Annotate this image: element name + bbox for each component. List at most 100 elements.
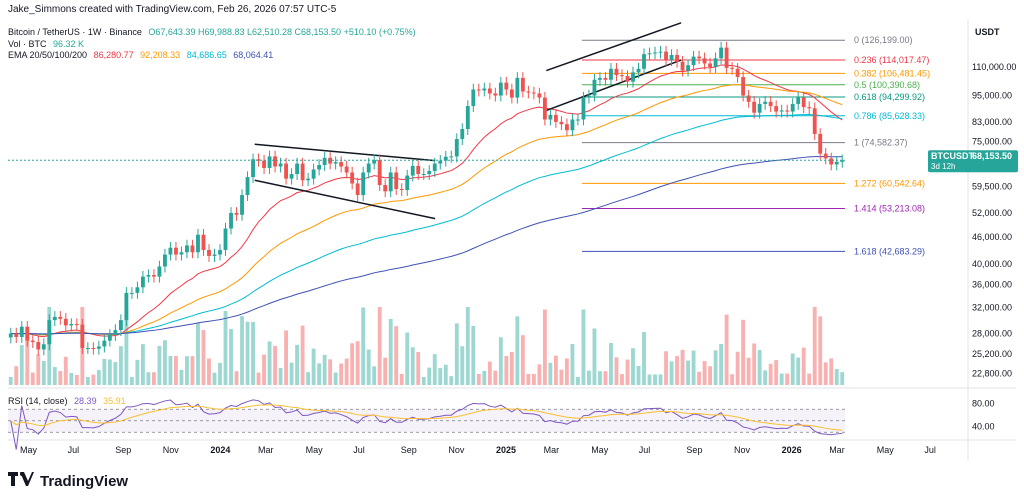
candle-body bbox=[708, 63, 713, 67]
volume-bar bbox=[179, 369, 184, 385]
candle-body bbox=[592, 79, 597, 96]
current-price-symbol: BTCUSDT bbox=[931, 151, 974, 161]
candle-body bbox=[421, 174, 426, 176]
volume-bar bbox=[482, 370, 487, 385]
tradingview-footer[interactable]: TradingView bbox=[8, 472, 128, 490]
volume-bar bbox=[361, 307, 366, 385]
candle-body bbox=[295, 163, 300, 175]
candle-body bbox=[317, 165, 322, 170]
price-tick: 36,000.00 bbox=[972, 280, 1012, 290]
volume-bar bbox=[107, 359, 112, 385]
candle-body bbox=[812, 108, 817, 134]
volume-bar bbox=[757, 350, 762, 385]
volume-bar bbox=[273, 345, 277, 385]
volume-bar bbox=[664, 351, 668, 385]
volume-bar bbox=[432, 354, 437, 385]
countdown: 3d 12h bbox=[931, 162, 955, 171]
ema50-value: 92,208.33 bbox=[140, 50, 181, 60]
candle-body bbox=[669, 54, 674, 61]
volume-bar bbox=[520, 335, 525, 385]
ema100-value: 84,686.65 bbox=[186, 50, 227, 60]
volume-bar bbox=[559, 369, 564, 385]
volume-bar bbox=[570, 343, 575, 385]
volume-bar bbox=[124, 307, 129, 385]
candle-body bbox=[201, 234, 206, 250]
volume-bar bbox=[8, 377, 13, 385]
volume-bar bbox=[19, 345, 24, 385]
fib-level-label: 0.5 (100,390.68) bbox=[854, 80, 920, 90]
price-tick: 75,000.00 bbox=[972, 137, 1012, 147]
candle-body bbox=[157, 266, 162, 277]
volume-bar bbox=[454, 323, 459, 385]
time-tick: May bbox=[591, 445, 609, 455]
symbol-title: Bitcoin / TetherUS · 1W · Binance bbox=[8, 27, 142, 37]
volume-bar bbox=[129, 377, 134, 385]
candle-body bbox=[96, 346, 101, 349]
candle-body bbox=[85, 347, 90, 349]
candle-body bbox=[801, 97, 806, 108]
volume-bar bbox=[790, 353, 795, 385]
time-tick: Sep bbox=[401, 445, 417, 455]
candle-body bbox=[399, 189, 404, 191]
candle-body bbox=[653, 52, 657, 54]
candle-body bbox=[454, 139, 459, 157]
volume-bar bbox=[658, 374, 663, 385]
price-tick: 46,000.00 bbox=[972, 232, 1012, 242]
candle-body bbox=[333, 162, 338, 164]
rsi-label: RSI (14, close) bbox=[8, 396, 68, 406]
volume-bar bbox=[36, 354, 41, 385]
volume-bar bbox=[96, 370, 101, 385]
candle-body bbox=[631, 72, 635, 82]
candle-body bbox=[774, 106, 779, 112]
candle-body bbox=[609, 68, 613, 80]
volume-bar bbox=[768, 363, 773, 385]
volume-bar bbox=[647, 374, 652, 385]
fib-level-label: 1.272 (60,542.64) bbox=[854, 178, 925, 188]
fib-level-label: 1.618 (42,683.29) bbox=[854, 246, 925, 256]
volume-bar bbox=[284, 330, 289, 385]
candle-body bbox=[229, 212, 233, 229]
volume-bar bbox=[190, 356, 195, 385]
volume-bar bbox=[823, 362, 828, 385]
volume-bar bbox=[350, 343, 355, 385]
trendline bbox=[546, 59, 682, 112]
volume-bar bbox=[702, 361, 707, 385]
volume-bar bbox=[730, 374, 735, 385]
candle-body bbox=[741, 76, 746, 96]
candle-body bbox=[471, 89, 476, 107]
candle-body bbox=[311, 169, 316, 179]
candle-body bbox=[482, 88, 487, 91]
candle-body bbox=[553, 114, 558, 122]
volume-bar bbox=[25, 334, 30, 385]
ema100-line bbox=[10, 113, 843, 335]
volume-bar bbox=[471, 325, 476, 385]
time-tick: Jul bbox=[639, 445, 651, 455]
volume-bar bbox=[493, 370, 498, 385]
volume-bar bbox=[289, 362, 294, 385]
price-tick: 25,200.00 bbox=[972, 349, 1012, 359]
candle-body bbox=[498, 82, 503, 96]
volume-bar bbox=[405, 332, 410, 385]
candle-body bbox=[487, 88, 492, 94]
candle-body bbox=[438, 160, 443, 164]
rsi-tick: 80.00 bbox=[972, 399, 995, 409]
candle-body bbox=[251, 159, 255, 178]
rsi-tick: 40.00 bbox=[972, 422, 995, 432]
volume-bar bbox=[333, 372, 338, 385]
volume-bar bbox=[779, 373, 784, 385]
volume-legend: Vol · BTC 96.32 K bbox=[8, 39, 88, 49]
candle-body bbox=[113, 330, 118, 335]
volume-bar bbox=[317, 363, 322, 385]
candle-body bbox=[526, 91, 531, 93]
candle-body bbox=[686, 65, 690, 71]
volume-bar bbox=[410, 347, 415, 385]
candle-body bbox=[603, 77, 608, 80]
candle-body bbox=[598, 77, 602, 80]
candle-body bbox=[388, 172, 393, 192]
price-tick: 110,000.00 bbox=[972, 62, 1016, 72]
volume-bar bbox=[752, 343, 757, 385]
volume-bar bbox=[631, 348, 635, 385]
candle-body bbox=[91, 347, 96, 349]
volume-bar bbox=[372, 366, 377, 385]
